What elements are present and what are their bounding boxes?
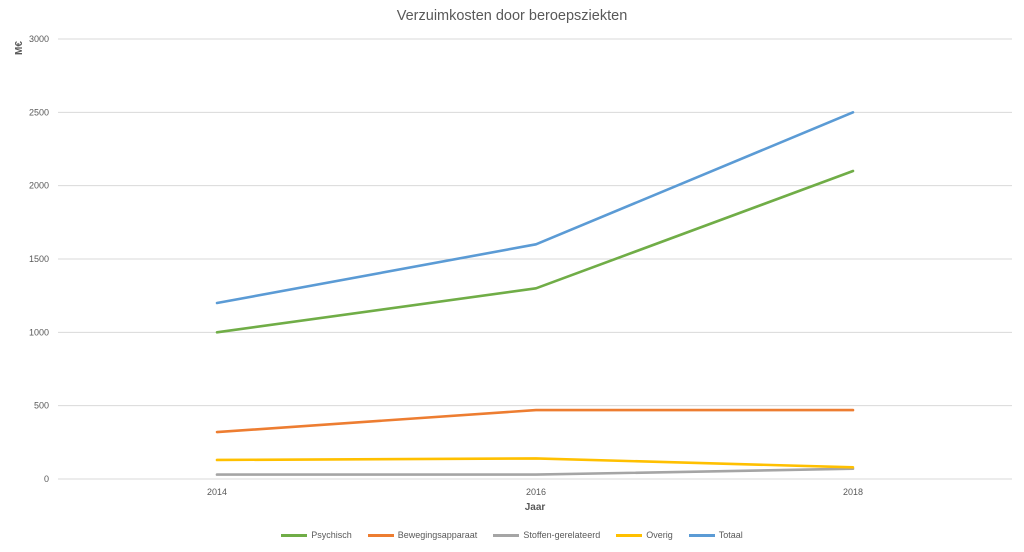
legend-label: Overig xyxy=(646,530,673,540)
legend-label: Stoffen-gerelateerd xyxy=(523,530,601,540)
gridlines xyxy=(58,38,1012,480)
x-axis-title: Jaar xyxy=(525,502,546,513)
y-axis-title: M€ xyxy=(14,41,25,55)
legend-swatch xyxy=(493,533,520,537)
y-tick-label: 500 xyxy=(34,401,49,411)
legend-label: Totaal xyxy=(718,530,743,540)
y-tick-label: 0 xyxy=(44,474,49,484)
chart-title: Verzuimkosten door beroepsziekten xyxy=(396,8,628,24)
legend: Psychisch Bewegingsapparaat Stoffen-gerela… xyxy=(0,530,1024,540)
x-tick-labels: 2014 2016 2018 xyxy=(207,487,863,497)
legend-item: Stoffen-gerelateerd xyxy=(493,530,600,540)
series-line-totaal xyxy=(215,111,855,305)
legend-swatch xyxy=(688,533,715,537)
legend-swatch xyxy=(281,533,308,537)
y-tick-label: 1000 xyxy=(29,327,49,337)
legend-item: Psychisch xyxy=(281,530,352,540)
series-line-psychisch xyxy=(215,169,855,334)
x-tick-label: 2018 xyxy=(843,487,863,497)
legend-label: Bewegingsapparaat xyxy=(397,530,478,540)
legend-label: Psychisch xyxy=(311,530,352,540)
y-tick-label: 2000 xyxy=(29,181,49,191)
legend-item: Totaal xyxy=(688,530,743,540)
y-tick-label: 2500 xyxy=(29,107,49,117)
legend-swatch xyxy=(616,533,643,537)
legend-swatch xyxy=(367,533,394,537)
series-line-bewegingsapparaat xyxy=(215,408,855,434)
series-line-overig xyxy=(215,457,855,469)
y-tick-label: 1500 xyxy=(29,254,49,264)
x-tick-label: 2016 xyxy=(526,487,546,497)
legend-item: Overig xyxy=(616,530,673,540)
y-tick-labels: 0 500 1000 1500 2000 2500 3000 xyxy=(29,34,49,484)
x-tick-label: 2014 xyxy=(207,487,227,497)
y-tick-label: 3000 xyxy=(29,34,49,44)
series-lines xyxy=(215,111,855,476)
series-line-stoffen-gerelateerd xyxy=(215,467,855,476)
legend-item: Bewegingsapparaat xyxy=(367,530,478,540)
